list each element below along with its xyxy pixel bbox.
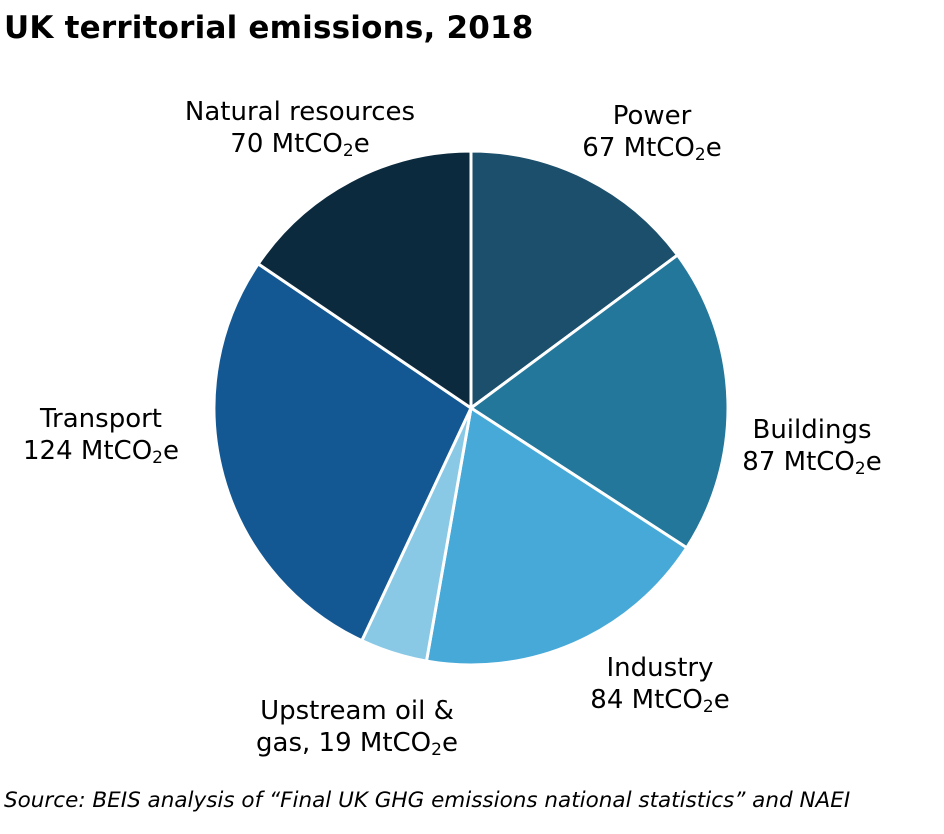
pie-slice-power: [469, 149, 680, 410]
label-transport: Transport 124 MtCO2e: [23, 404, 179, 468]
pie-slice-transport: [212, 262, 473, 643]
pie-slice-industry: [424, 406, 689, 667]
label-power: Power 67 MtCO2e: [582, 101, 722, 165]
label-buildings: Buildings 87 MtCO2e: [742, 415, 882, 479]
label-upstream-oil-gas: Upstream oil & gas, 19 MtCO2e: [256, 696, 458, 760]
pie-slice-natural-resources: [256, 149, 473, 410]
source-note: Source: BEIS analysis of “Final UK GHG e…: [4, 788, 851, 813]
label-natural-resources: Natural resources 70 MtCO2e: [184, 97, 416, 161]
label-industry: Industry 84 MtCO2e: [590, 653, 730, 717]
pie-slice-buildings: [469, 253, 730, 550]
chart-title: UK territorial emissions, 2018: [4, 10, 534, 46]
